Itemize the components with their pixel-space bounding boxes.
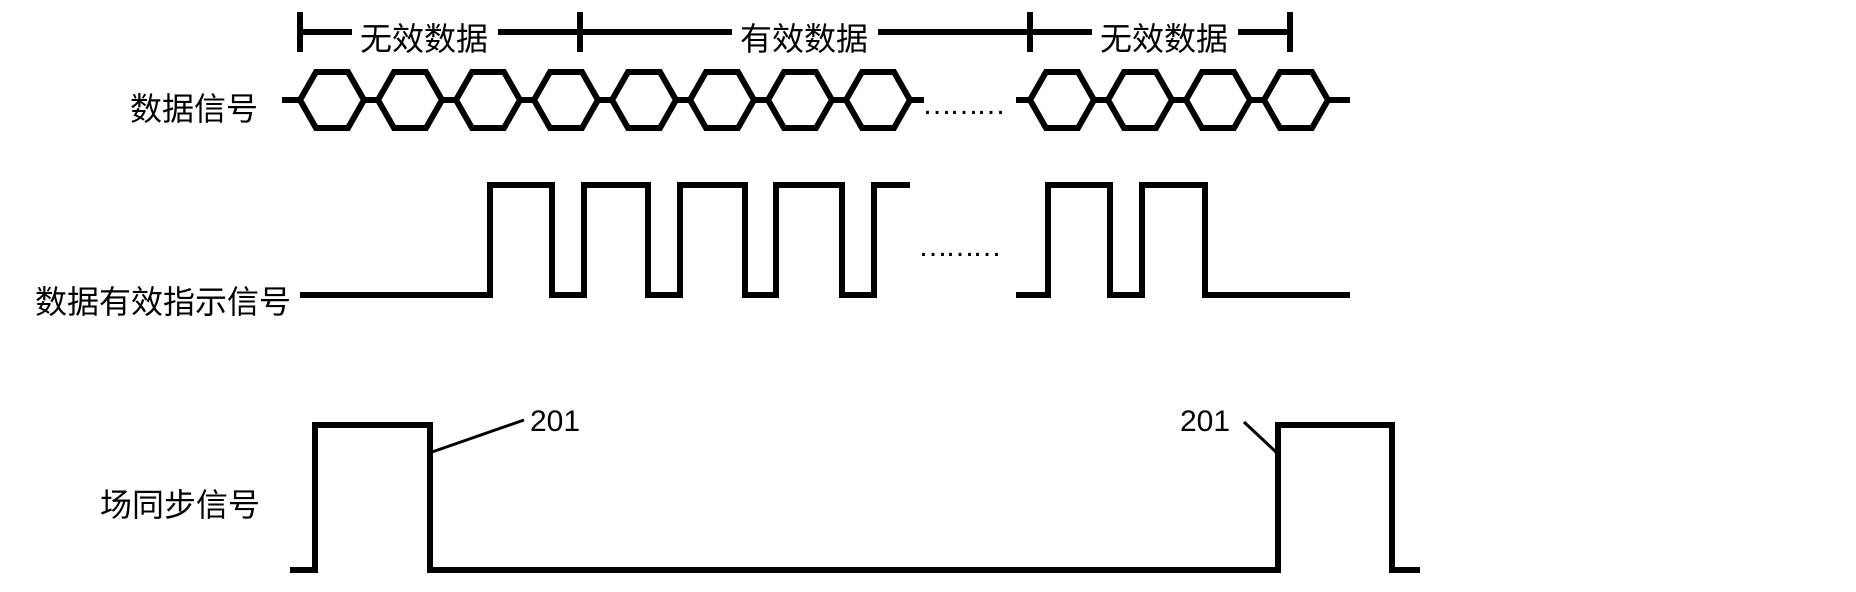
timing-diagram: 无效数据 有效数据 无效数据 数据信号 数据有效指示信号 场同步信号 201 2… xyxy=(0,0,1856,592)
row-label-data-valid: 数据有效指示信号 xyxy=(35,277,291,323)
row-label-data-signal: 数据信号 xyxy=(130,84,258,130)
field-sync-waveform xyxy=(290,425,1420,570)
region-label-valid: 有效数据 xyxy=(740,14,868,60)
ellipsis-valid: ……… xyxy=(918,230,999,264)
data-valid-waveform xyxy=(300,185,1350,295)
ref-number-right: 201 xyxy=(1180,405,1230,439)
region-label-invalid-right: 无效数据 xyxy=(1100,14,1228,60)
hex-chain-1 xyxy=(300,72,924,128)
region-label-invalid-left: 无效数据 xyxy=(360,14,488,60)
row-label-field-sync: 场同步信号 xyxy=(100,480,260,526)
ref-number-left: 201 xyxy=(530,405,580,439)
ellipsis-data: ……… xyxy=(922,88,1003,122)
hex-chain-2 xyxy=(1016,72,1350,128)
